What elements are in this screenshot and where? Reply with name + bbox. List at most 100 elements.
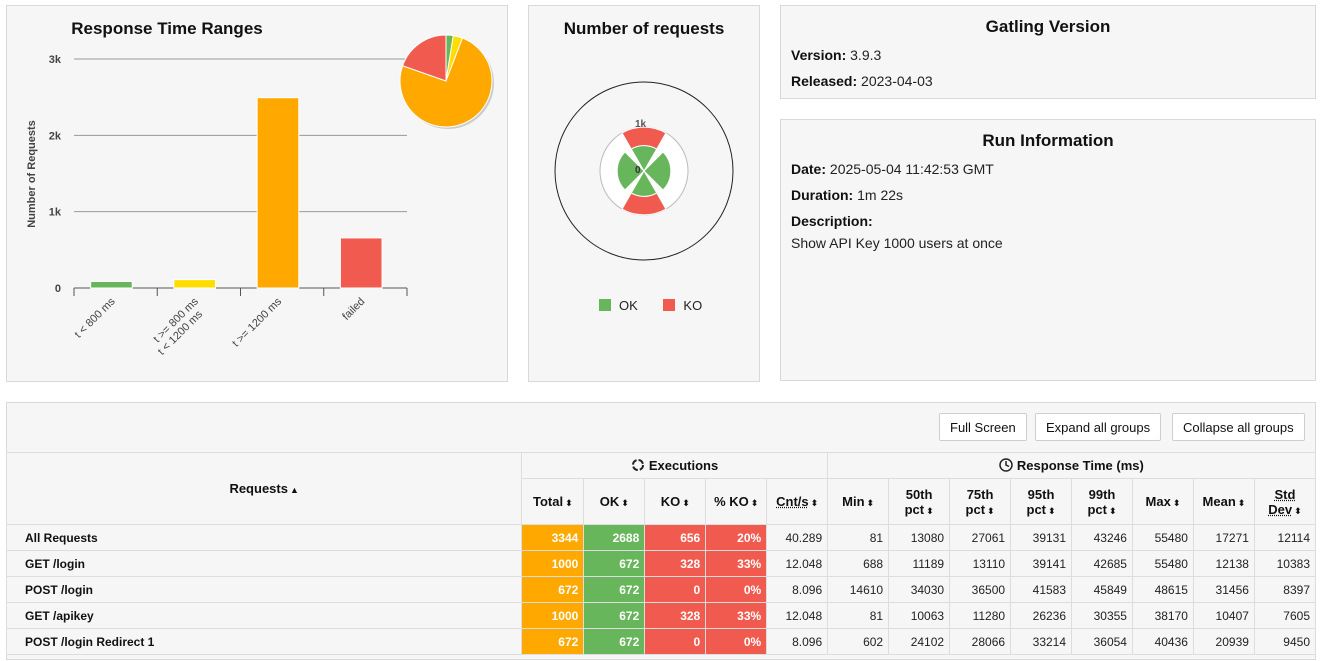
cell-ko: 656 bbox=[644, 524, 707, 551]
col-header-ok[interactable]: OK ⬍ bbox=[583, 478, 646, 525]
y-tick-label: 3k bbox=[49, 54, 62, 66]
request-name[interactable]: POST /login Redirect 1 bbox=[5, 628, 523, 655]
cell-value: 12.048 bbox=[766, 550, 829, 577]
full-screen-button[interactable]: Full Screen bbox=[939, 413, 1027, 441]
cell-value: 28066 bbox=[949, 628, 1012, 655]
cell-value: 43246 bbox=[1071, 524, 1133, 551]
request-name[interactable]: All Requests bbox=[5, 524, 523, 551]
executions-icon bbox=[632, 459, 645, 471]
col-header-std-dev[interactable]: Std Dev ⬍ bbox=[1253, 478, 1317, 525]
number-of-requests-title: Number of requests bbox=[563, 19, 725, 38]
gatling-version-panel: Gatling Version Version: 3.9.3 Released:… bbox=[780, 5, 1316, 99]
cell-ok: 672 bbox=[583, 576, 646, 603]
bar-1 bbox=[173, 279, 217, 289]
col-header-label: OK bbox=[599, 494, 620, 509]
statistics-table: Requests ▲ Executions Response Time (ms) … bbox=[5, 452, 1317, 655]
cell-value: 602 bbox=[827, 628, 890, 655]
cell-value: 17271 bbox=[1192, 524, 1255, 551]
duration-label: Duration: bbox=[791, 187, 854, 203]
cell-value: 42685 bbox=[1071, 550, 1133, 577]
requests-polar-chart: 1k 0 bbox=[554, 81, 734, 261]
cell-value: 8.096 bbox=[766, 576, 829, 603]
expand-all-groups-button[interactable]: Expand all groups bbox=[1035, 413, 1162, 441]
legend-ko[interactable]: KO bbox=[663, 298, 702, 313]
col-header-50th-pct[interactable]: 50th pct ⬍ bbox=[888, 478, 951, 525]
sort-icon: ⬍ bbox=[810, 498, 819, 508]
collapse-all-groups-button[interactable]: Collapse all groups bbox=[1172, 413, 1305, 441]
cell-value: 55480 bbox=[1131, 550, 1194, 577]
col-header-label: 50th pct bbox=[904, 486, 933, 517]
col-header-95th-pct[interactable]: 95th pct ⬍ bbox=[1010, 478, 1073, 525]
cell-value: 10383 bbox=[1253, 550, 1317, 577]
legend-ok[interactable]: OK bbox=[599, 298, 638, 313]
cell-total: 672 bbox=[521, 576, 585, 603]
table-row[interactable]: POST /login Redirect 1 672 672 0 0% 8.096 602 2… bbox=[5, 628, 1317, 655]
col-header-label: Max bbox=[1145, 494, 1171, 509]
col-header-label: Std Dev bbox=[1268, 486, 1296, 517]
col-header--ko[interactable]: % KO ⬍ bbox=[705, 478, 768, 525]
request-name[interactable]: GET /login bbox=[5, 550, 523, 577]
col-header-cnt-s[interactable]: Cnt/s ⬍ bbox=[766, 478, 829, 525]
cell-value: 30355 bbox=[1071, 602, 1133, 629]
col-header-ko[interactable]: KO ⬍ bbox=[644, 478, 707, 525]
table-row[interactable]: All Requests 3344 2688 656 20% 40.289 81 13080 2… bbox=[5, 524, 1317, 551]
col-header-label: Cnt/s bbox=[776, 494, 809, 509]
col-header-label: Total bbox=[533, 494, 564, 509]
request-name[interactable]: POST /login bbox=[5, 576, 523, 603]
cell-value: 41583 bbox=[1010, 576, 1073, 603]
cell-value: 81 bbox=[827, 524, 890, 551]
y-tick-label: 2k bbox=[49, 130, 62, 142]
cell-value: 12114 bbox=[1253, 524, 1317, 551]
cell-value: 55480 bbox=[1131, 524, 1194, 551]
number-of-requests-panel: Number of requests 1k 0 OK KO bbox=[528, 5, 760, 382]
cell-value: 9450 bbox=[1253, 628, 1317, 655]
col-header-mean[interactable]: Mean ⬍ bbox=[1192, 478, 1255, 525]
x-tick-label: t < 800 ms bbox=[73, 295, 118, 340]
requests-header[interactable]: Requests ▲ bbox=[5, 452, 523, 525]
col-header-max[interactable]: Max ⬍ bbox=[1131, 478, 1194, 525]
released-value: 2023-04-03 bbox=[861, 73, 933, 89]
cell-pct-ko: 33% bbox=[705, 602, 768, 629]
executions-header: Executions bbox=[521, 452, 829, 479]
description-value: Show API Key 1000 users at once bbox=[791, 235, 1003, 251]
cell-value: 10407 bbox=[1192, 602, 1255, 629]
col-header-label: % KO bbox=[714, 494, 749, 509]
polar-zero-label: 0 bbox=[635, 165, 641, 176]
cell-pct-ko: 0% bbox=[705, 576, 768, 603]
col-header-label: KO bbox=[660, 494, 681, 509]
cell-value: 26236 bbox=[1010, 602, 1073, 629]
sort-icon: ⬍ bbox=[621, 498, 629, 508]
y-axis-label: Number of Requests bbox=[26, 120, 38, 228]
table-row[interactable]: GET /apikey 1000 672 328 33% 12.048 81 10063 112… bbox=[5, 602, 1317, 629]
cell-value: 8.096 bbox=[766, 628, 829, 655]
col-header-total[interactable]: Total ⬍ bbox=[521, 478, 585, 525]
cell-pct-ko: 33% bbox=[705, 550, 768, 577]
polar-outer-ring bbox=[554, 81, 734, 261]
sort-icon: ⬍ bbox=[1172, 498, 1181, 508]
cell-value: 40.289 bbox=[766, 524, 829, 551]
cell-value: 10063 bbox=[888, 602, 951, 629]
cell-total: 1000 bbox=[521, 550, 585, 577]
col-header-label: 75th pct bbox=[965, 486, 994, 517]
request-name[interactable]: GET /apikey bbox=[5, 602, 523, 629]
col-header-label: Min bbox=[842, 494, 865, 509]
table-row[interactable]: POST /login 672 672 0 0% 8.096 14610 34030 36500… bbox=[5, 576, 1317, 603]
cell-value: 34030 bbox=[888, 576, 951, 603]
col-header-99th-pct[interactable]: 99th pct ⬍ bbox=[1071, 478, 1133, 525]
run-information-panel: Run Information Date: 2025-05-04 11:42:5… bbox=[780, 119, 1316, 381]
cell-ko: 0 bbox=[644, 576, 707, 603]
run-information-title: Run Information bbox=[982, 131, 1114, 150]
sort-icon: ⬍ bbox=[1237, 498, 1246, 508]
gatling-version-title: Gatling Version bbox=[985, 17, 1111, 36]
released-label: Released: bbox=[791, 73, 858, 89]
ok-sector-right bbox=[643, 151, 672, 191]
sort-icon: ⬍ bbox=[866, 498, 875, 508]
sort-icon: ⬍ bbox=[926, 505, 934, 516]
cell-value: 7605 bbox=[1253, 602, 1317, 629]
col-header-75th-pct[interactable]: 75th pct ⬍ bbox=[949, 478, 1012, 525]
col-header-min[interactable]: Min ⬍ bbox=[827, 478, 890, 525]
table-row[interactable]: GET /login 1000 672 328 33% 12.048 688 11189 131… bbox=[5, 550, 1317, 577]
response-time-ranges-chart: 3k 2k 1k 0 Number of Requests t < 800 ms t >=… bbox=[26, 34, 494, 358]
cell-ko: 328 bbox=[644, 550, 707, 577]
cell-ko: 328 bbox=[644, 602, 707, 629]
